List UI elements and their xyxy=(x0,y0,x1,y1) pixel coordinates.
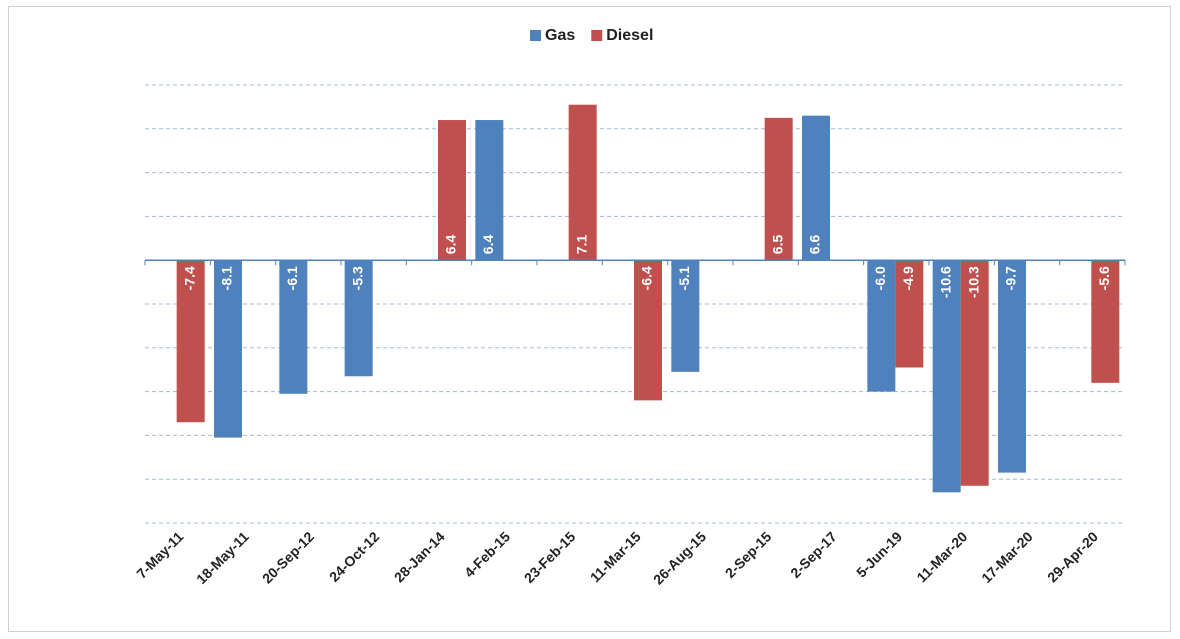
bar xyxy=(867,260,896,392)
data-label: -9.7 xyxy=(1003,266,1019,290)
data-label: -5.1 xyxy=(676,266,692,290)
legend-label: Diesel xyxy=(606,27,653,44)
legend-swatch xyxy=(530,30,541,41)
legend-swatch xyxy=(591,30,603,41)
data-label: -5.6 xyxy=(1096,266,1112,290)
data-label: 7.1 xyxy=(573,235,589,255)
bar xyxy=(176,260,205,423)
bar xyxy=(634,260,662,401)
bar xyxy=(214,260,242,438)
bar xyxy=(764,117,793,261)
data-label: -6.4 xyxy=(639,266,655,290)
bar xyxy=(802,115,830,261)
data-label: -10.3 xyxy=(965,266,981,298)
bar xyxy=(438,120,466,261)
data-label: -8.1 xyxy=(219,266,235,290)
data-label: -7.4 xyxy=(181,266,197,290)
data-label: 6.5 xyxy=(769,235,785,255)
bar xyxy=(895,260,924,368)
data-label: -6.0 xyxy=(872,266,888,290)
legend-label: Gas xyxy=(545,27,575,44)
data-label: 6.4 xyxy=(443,235,459,255)
data-label: -10.6 xyxy=(937,266,953,298)
bar xyxy=(568,104,597,261)
data-label: 6.4 xyxy=(480,235,496,255)
bar xyxy=(344,260,373,377)
data-label: 6.6 xyxy=(807,235,823,255)
bar xyxy=(1091,260,1120,383)
data-label: -5.3 xyxy=(349,266,365,290)
data-label: -4.9 xyxy=(900,266,916,290)
bar xyxy=(279,260,308,394)
bar xyxy=(960,260,989,486)
data-label: -6.1 xyxy=(284,266,300,290)
bar xyxy=(932,260,961,493)
bar xyxy=(671,260,700,372)
bar xyxy=(998,260,1026,473)
bar xyxy=(475,120,504,261)
